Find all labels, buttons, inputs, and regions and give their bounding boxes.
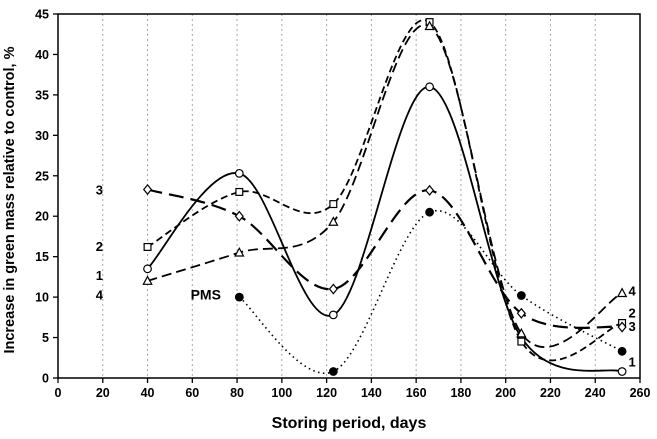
series-PMS-line	[238, 209, 623, 375]
x-tick-label: 160	[406, 386, 427, 400]
series-3	[142, 183, 627, 333]
series-4-triangle-open-marker	[616, 287, 628, 298]
y-tick-label: 10	[35, 291, 49, 305]
curve-label-3: 3	[629, 319, 636, 334]
gridlines	[102, 14, 596, 378]
curve-label-PMS: PMS	[191, 286, 221, 302]
series-PMS-circle-filled-marker	[425, 207, 434, 217]
series-1-circle-open-marker	[143, 264, 152, 274]
series-4-triangle-open-marker	[142, 275, 153, 285]
series-1-circle-open-marker	[234, 168, 244, 178]
y-tick-label: 45	[35, 8, 49, 22]
y-tick-label: 30	[35, 129, 49, 143]
series-3-diamond-open-marker	[328, 283, 338, 295]
series-4-triangle-open-marker	[328, 216, 339, 226]
series-1-circle-open-marker	[425, 82, 434, 92]
series-4-line	[147, 23, 623, 348]
x-tick-label: 40	[141, 386, 155, 400]
series-4	[142, 20, 628, 348]
curve-label-4: 4	[96, 287, 104, 302]
y-tick-label: 0	[42, 372, 49, 386]
y-axis-title: Increase in green mass relative to contr…	[2, 46, 18, 354]
y-tick-label: 25	[35, 169, 49, 183]
curve-label-1: 1	[629, 355, 636, 370]
x-tick-label: 120	[316, 386, 337, 400]
y-tick-label: 35	[35, 88, 49, 102]
x-tick-label: 100	[271, 386, 292, 400]
plot-frame	[57, 13, 641, 379]
curve-label-1: 1	[96, 268, 103, 283]
series-1-circle-open-marker	[617, 367, 627, 376]
x-tick-label: 260	[630, 386, 651, 400]
curve-label-4: 4	[629, 283, 637, 298]
series-PMS-circle-filled-marker	[234, 292, 244, 302]
series-4-triangle-open-marker	[234, 246, 245, 257]
x-tick-label: 80	[230, 386, 244, 400]
series-3-diamond-open-marker	[516, 307, 526, 319]
y-tick-label: 5	[42, 331, 49, 345]
x-tick-label: 60	[185, 386, 199, 400]
series-4-triangle-open-marker	[424, 20, 435, 31]
x-tick-label: 180	[450, 386, 471, 400]
series-2-square-open-marker	[143, 242, 152, 251]
series-PMS-circle-filled-marker	[328, 367, 338, 376]
series-PMS	[234, 207, 627, 376]
series-2-square-open-marker	[329, 200, 338, 209]
series-1	[143, 82, 627, 376]
axes: 0 20 40 60 80 100 120 140 160 180 200 220 240 2600510…	[35, 8, 650, 401]
x-tick-label: 200	[495, 386, 516, 400]
x-tick-label: 220	[540, 386, 561, 400]
series-4-triangle-open-marker	[516, 327, 527, 338]
series-2-square-open-marker	[517, 337, 526, 346]
curve-label-2: 2	[629, 305, 636, 320]
series-3-diamond-open-marker	[142, 183, 153, 196]
curve-label-3: 3	[96, 182, 103, 197]
x-tick-label: 20	[96, 386, 110, 400]
series-3-diamond-open-marker	[617, 321, 627, 333]
y-tick-label: 15	[35, 250, 49, 264]
series-2	[143, 18, 627, 362]
series-2-square-open-marker	[235, 187, 244, 196]
series-PMS-circle-filled-marker	[617, 346, 627, 356]
series-PMS-circle-filled-marker	[516, 291, 526, 300]
series-3-diamond-open-marker	[425, 184, 435, 196]
x-tick-label: 140	[361, 386, 382, 400]
y-tick-label: 20	[35, 210, 49, 224]
x-tick-label: 0	[55, 386, 62, 400]
x-tick-label: 240	[585, 386, 606, 400]
x-axis-title: Storing period, days	[271, 415, 427, 432]
curve-label-2: 2	[96, 239, 103, 254]
series-1-circle-open-marker	[328, 310, 338, 320]
y-tick-label: 40	[35, 48, 49, 62]
series-3-diamond-open-marker	[234, 210, 244, 222]
